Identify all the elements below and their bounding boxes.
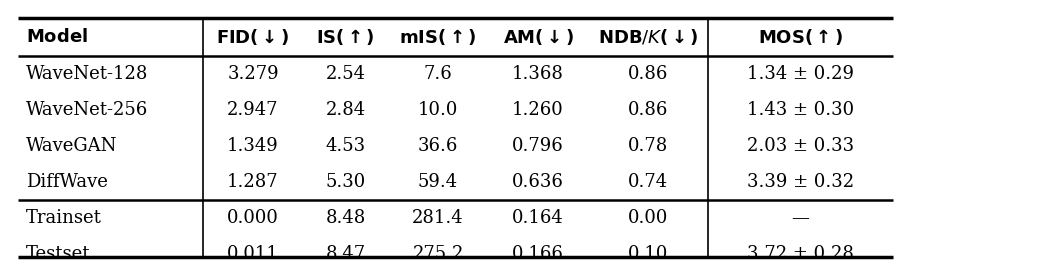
Text: 7.6: 7.6 — [424, 65, 452, 83]
Text: $\mathbf{mIS}$$\mathbf{(\uparrow)}$: $\mathbf{mIS}$$\mathbf{(\uparrow)}$ — [400, 27, 476, 47]
Text: 0.74: 0.74 — [628, 173, 668, 191]
Text: 281.4: 281.4 — [412, 209, 464, 227]
Text: 1.368: 1.368 — [512, 65, 564, 83]
Text: 1.287: 1.287 — [228, 173, 279, 191]
Text: 1.34 ± 0.29: 1.34 ± 0.29 — [747, 65, 854, 83]
Text: 3.39 ± 0.32: 3.39 ± 0.32 — [747, 173, 854, 191]
Text: Testset: Testset — [26, 245, 90, 263]
Text: 0.10: 0.10 — [627, 245, 668, 263]
Text: $\mathbf{IS}$$\mathbf{(\uparrow)}$: $\mathbf{IS}$$\mathbf{(\uparrow)}$ — [316, 27, 374, 47]
Text: 8.47: 8.47 — [325, 245, 365, 263]
Text: 0.636: 0.636 — [512, 173, 564, 191]
Text: 4.53: 4.53 — [325, 137, 365, 155]
Text: $\mathbf{NDB}/K$$\mathbf{(\downarrow)}$: $\mathbf{NDB}/K$$\mathbf{(\downarrow)}$ — [598, 27, 699, 47]
Text: 3.72 ± 0.28: 3.72 ± 0.28 — [747, 245, 854, 263]
Text: 2.947: 2.947 — [228, 101, 279, 119]
Text: 0.00: 0.00 — [627, 209, 668, 227]
Text: 0.78: 0.78 — [628, 137, 668, 155]
Text: 5.30: 5.30 — [325, 173, 366, 191]
Text: $\mathbf{Model}$: $\mathbf{Model}$ — [26, 28, 88, 46]
Text: WaveNet-256: WaveNet-256 — [26, 101, 148, 119]
Text: 0.796: 0.796 — [512, 137, 564, 155]
Text: 3.279: 3.279 — [228, 65, 279, 83]
Text: 8.48: 8.48 — [325, 209, 366, 227]
Text: 0.164: 0.164 — [512, 209, 564, 227]
Text: 10.0: 10.0 — [418, 101, 458, 119]
Text: 59.4: 59.4 — [418, 173, 458, 191]
Text: 2.84: 2.84 — [325, 101, 365, 119]
Text: $\mathbf{MOS}$$\mathbf{(\uparrow)}$: $\mathbf{MOS}$$\mathbf{(\uparrow)}$ — [757, 27, 843, 47]
Text: 2.54: 2.54 — [325, 65, 365, 83]
Text: 1.43 ± 0.30: 1.43 ± 0.30 — [747, 101, 854, 119]
Text: WaveGAN: WaveGAN — [26, 137, 117, 155]
Text: 0.86: 0.86 — [627, 65, 668, 83]
Text: 36.6: 36.6 — [418, 137, 458, 155]
Text: 1.349: 1.349 — [228, 137, 279, 155]
Text: 0.000: 0.000 — [227, 209, 279, 227]
Text: —: — — [792, 209, 810, 227]
Text: $\mathbf{AM}$$\mathbf{(\downarrow)}$: $\mathbf{AM}$$\mathbf{(\downarrow)}$ — [502, 27, 574, 47]
Text: WaveNet-128: WaveNet-128 — [26, 65, 148, 83]
Text: 2.03 ± 0.33: 2.03 ± 0.33 — [747, 137, 854, 155]
Text: Trainset: Trainset — [26, 209, 102, 227]
Text: 0.86: 0.86 — [627, 101, 668, 119]
Text: 1.260: 1.260 — [512, 101, 564, 119]
Text: 0.011: 0.011 — [227, 245, 279, 263]
Text: $\mathbf{FID}$$\mathbf{(\downarrow)}$: $\mathbf{FID}$$\mathbf{(\downarrow)}$ — [216, 27, 290, 47]
Text: 275.2: 275.2 — [412, 245, 464, 263]
Text: DiffWave: DiffWave — [26, 173, 108, 191]
Text: 0.166: 0.166 — [512, 245, 564, 263]
